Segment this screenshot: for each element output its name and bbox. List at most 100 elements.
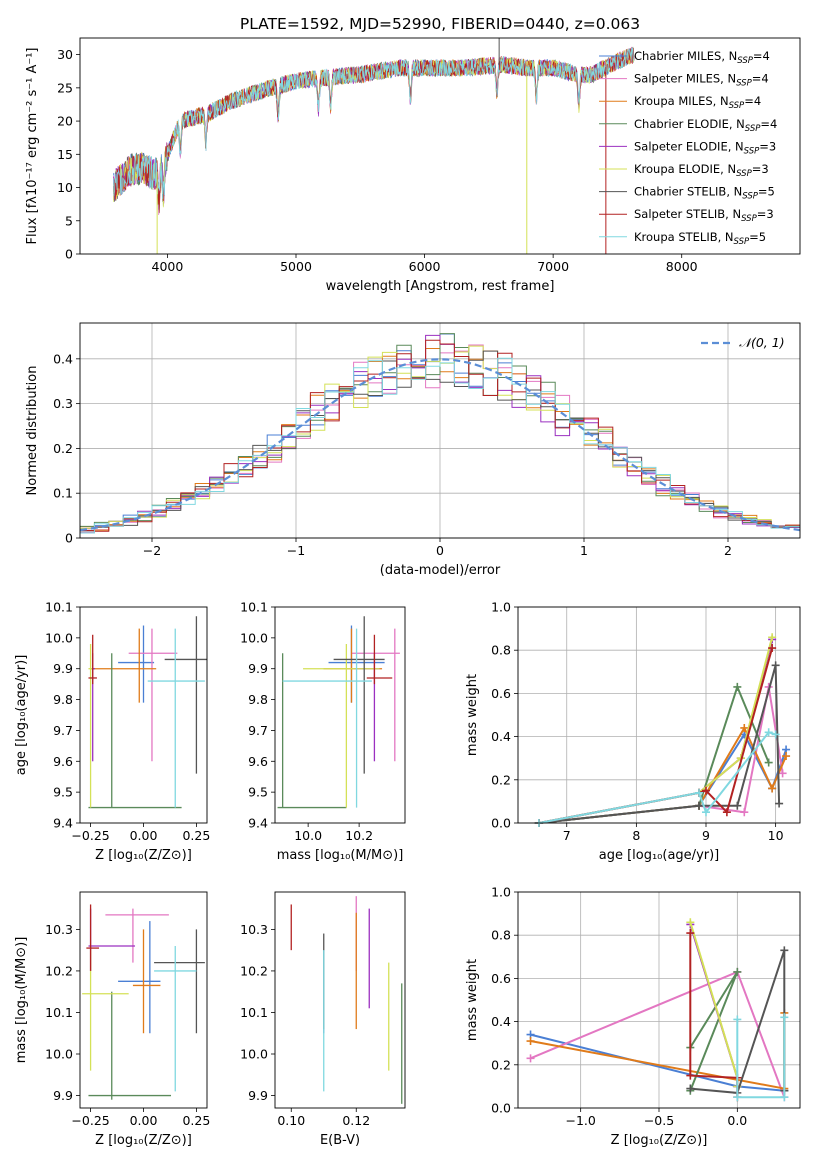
legend-nssp-subscript: SSP bbox=[742, 192, 758, 202]
legend-series-name: Salpeter MILES bbox=[634, 72, 720, 86]
age-vs-mass-panel: 10.0 10.2 9.4 9.5 9.6 9.7 9.8 9.9 10.0 10.1 mass [… bbox=[240, 600, 406, 863]
x-tick-label: −0.5 bbox=[644, 1113, 674, 1128]
x-axis-label: Z [log₁₀(Z/Z⊙)] bbox=[95, 848, 192, 863]
weight-marker bbox=[764, 728, 773, 737]
legend-nssp-label: , N bbox=[728, 139, 744, 153]
x-tick-label: −0.25 bbox=[71, 1113, 109, 1128]
y-tick-label: 0.2 bbox=[53, 441, 73, 456]
y-tick-label: 0 bbox=[65, 531, 73, 546]
y-tick-label: 0.0 bbox=[491, 1101, 511, 1116]
legend-nssp-label: , N bbox=[721, 49, 737, 63]
weight-line-1 bbox=[530, 970, 786, 1098]
x-tick-label: 0.25 bbox=[182, 1113, 210, 1128]
legend-entry: Chabrier ELODIE, NSSP=4 bbox=[634, 117, 777, 134]
weight-line-3 bbox=[689, 971, 739, 1092]
legend-nssp-label: , N bbox=[725, 207, 741, 221]
normal-curve bbox=[79, 358, 801, 532]
legend-entry: Kroupa STELIB, NSSP=5 bbox=[634, 230, 766, 247]
y-tick-label: 0.8 bbox=[491, 928, 511, 943]
y-tick-label: 0.1 bbox=[53, 486, 73, 501]
legend-entry: Salpeter MILES, NSSP=4 bbox=[634, 72, 769, 89]
weight-line-3 bbox=[538, 684, 770, 824]
y-tick-label: 10.3 bbox=[45, 922, 73, 937]
weight-marker bbox=[702, 808, 710, 817]
figure-title: PLATE=1592, MJD=52990, FIBERID=0440, z=0… bbox=[240, 15, 640, 33]
x-tick-label: 8 bbox=[632, 828, 640, 843]
x-tick-label: 2 bbox=[724, 543, 732, 558]
legend-series-name: Chabrier MILES bbox=[634, 49, 721, 63]
legend-nssp-subscript: SSP bbox=[744, 146, 760, 156]
y-axis-label: mass [log₁₀(M/M⊙)] bbox=[14, 937, 29, 1064]
y-tick-label: 0.6 bbox=[491, 686, 511, 701]
x-axis-label: Z [log₁₀(Z/Z⊙)] bbox=[95, 1133, 192, 1148]
legend-nssp-label: , N bbox=[713, 94, 729, 108]
x-axis-label: age [log₁₀(age/yr)] bbox=[599, 848, 720, 863]
legend-series-name: Chabrier STELIB bbox=[634, 185, 726, 199]
legend-nssp-value: =4 bbox=[753, 49, 770, 63]
y-tick-label: 0.6 bbox=[491, 971, 511, 986]
legend-series-name: Kroupa ELODIE bbox=[634, 162, 720, 176]
y-tick-label: 0.4 bbox=[491, 1014, 511, 1029]
legend-nssp-label: , N bbox=[720, 162, 736, 176]
weight-marker bbox=[782, 752, 791, 761]
legend-entry: Salpeter ELODIE, NSSP=3 bbox=[634, 139, 776, 156]
legend-entry: Chabrier MILES, NSSP=4 bbox=[634, 49, 770, 66]
y-axis-label: mass weight bbox=[465, 959, 480, 1041]
y-tick-label: 10.0 bbox=[240, 630, 268, 645]
weight-vs-age-panel: 7 8 9 10 0.0 0.2 0.4 0.6 0.8 1.0 age [log₁₀(age/yr… bbox=[465, 600, 801, 863]
histogram-series-8 bbox=[80, 357, 800, 534]
y-tick-label: 9.4 bbox=[248, 816, 268, 831]
weight-marker bbox=[771, 661, 780, 670]
y-tick-label: 9.9 bbox=[248, 1088, 268, 1103]
age-vs-metallicity-panel: −0.25 0.00 0.25 9.4 9.5 9.6 9.7 9.8 9.9 10.0 10.1 Z… bbox=[14, 600, 210, 864]
x-axis-label: (data-model)/error bbox=[380, 563, 501, 578]
weight-marker bbox=[740, 808, 749, 817]
weight-marker bbox=[780, 1093, 789, 1102]
legend-series-name: Chabrier ELODIE bbox=[634, 117, 729, 131]
weight-marker bbox=[778, 769, 787, 778]
weight-marker bbox=[771, 730, 780, 739]
x-tick-label: 5000 bbox=[280, 259, 312, 274]
legend-nssp-value: =5 bbox=[749, 230, 766, 244]
y-tick-label: 9.7 bbox=[248, 723, 268, 738]
legend-nssp-value: =3 bbox=[759, 139, 776, 153]
y-tick-label: 0.4 bbox=[53, 351, 73, 366]
legend-series-name: Kroupa STELIB bbox=[634, 230, 718, 244]
y-tick-label: 25 bbox=[57, 80, 73, 95]
legend-nssp-subscript: SSP bbox=[736, 79, 752, 89]
y-tick-label: 10.0 bbox=[240, 1047, 268, 1062]
y-tick-label: 10.2 bbox=[45, 963, 73, 978]
y-tick-label: 30 bbox=[57, 47, 73, 62]
axes-frame bbox=[79, 891, 208, 1109]
weight-vs-metallicity-panel: −1.0 −0.5 0.0 0.0 0.2 0.4 0.6 0.8 1.0 Z [log₁₀(Z/… bbox=[465, 885, 801, 1148]
x-tick-label: 0.00 bbox=[130, 1113, 158, 1128]
legend-series-name: Salpeter STELIB bbox=[634, 207, 725, 221]
axes-frame bbox=[517, 606, 801, 824]
x-tick-label: 8000 bbox=[666, 259, 698, 274]
legend-nssp-label: , N bbox=[726, 185, 742, 199]
legend-entry: Salpeter STELIB, NSSP=3 bbox=[634, 207, 774, 224]
legend-entry: Chabrier STELIB, NSSP=5 bbox=[634, 185, 775, 202]
y-tick-label: 9.6 bbox=[53, 754, 73, 769]
axes-frame bbox=[517, 891, 801, 1109]
x-tick-label: 9 bbox=[702, 828, 710, 843]
y-tick-label: 10.0 bbox=[45, 630, 73, 645]
mass-vs-ebv-panel: 0.10 0.12 9.9 10.0 10.1 10.2 10.3 E(B-V) bbox=[240, 891, 406, 1148]
y-tick-label: 1.0 bbox=[491, 885, 511, 900]
axes-frame bbox=[274, 891, 406, 1109]
weight-marker bbox=[695, 801, 704, 810]
x-tick-label: 0 bbox=[436, 543, 444, 558]
axes-frame bbox=[274, 606, 406, 824]
y-tick-label: 9.4 bbox=[53, 816, 73, 831]
mass-vs-metallicity-panel: −0.25 0.00 0.25 9.9 10.0 10.1 10.2 10.3 Z [log₁₀… bbox=[14, 891, 210, 1148]
y-tick-label: 0.2 bbox=[491, 772, 511, 787]
x-tick-label: 0.00 bbox=[130, 828, 158, 843]
y-tick-label: 20 bbox=[57, 114, 73, 129]
x-tick-label: −0.25 bbox=[71, 828, 109, 843]
weight-marker bbox=[733, 1015, 742, 1024]
y-axis-label: mass weight bbox=[465, 674, 480, 756]
y-tick-label: 0.3 bbox=[53, 396, 73, 411]
legend-entry: Kroupa MILES, NSSP=4 bbox=[634, 94, 761, 111]
legend-series-name: Kroupa MILES bbox=[634, 94, 713, 108]
